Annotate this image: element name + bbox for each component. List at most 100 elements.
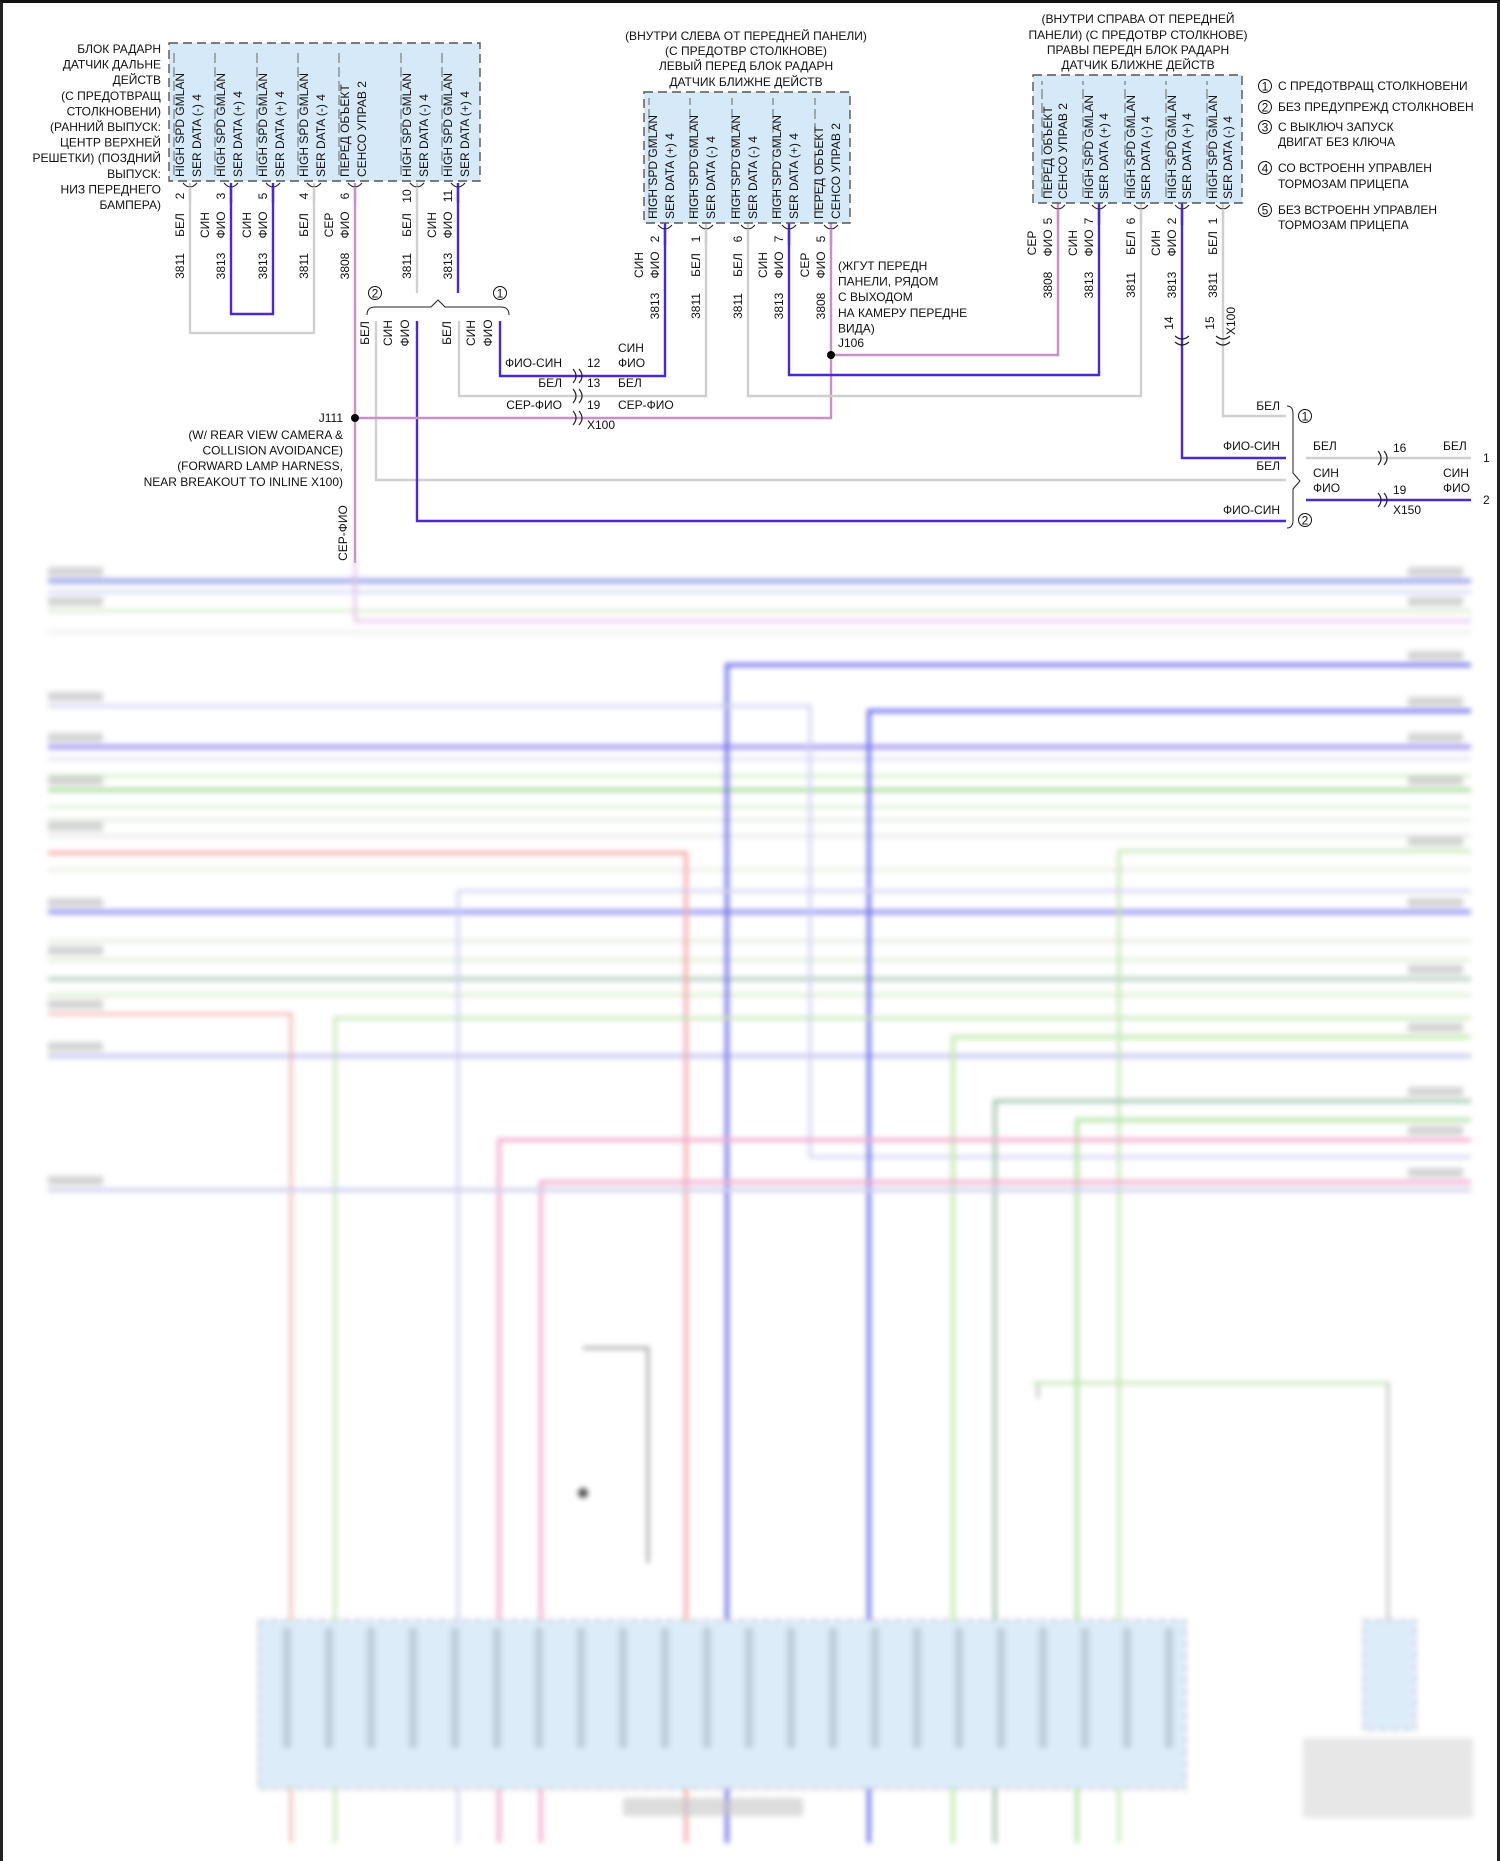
blurred-label	[955, 1628, 963, 1748]
circuit-number: 3811	[731, 293, 745, 319]
wire-color-label: ФИО-СИН	[1223, 503, 1280, 517]
connector-title: (ВНУТРИ СЛЕВА ОТ ПЕРЕДНЕЙ ПАНЕЛИ)	[625, 28, 867, 43]
blurred-label	[48, 692, 103, 701]
wire-color-label: СЕР	[322, 213, 336, 238]
pin-function: SER DATA (-) 4	[190, 94, 204, 177]
connector-title: НИЗ ПЕРЕДНЕГО	[61, 182, 161, 196]
pin-function: SER DATA (-) 4	[704, 136, 718, 219]
blurred-label	[48, 898, 103, 907]
legend-text: ТОРМОЗАМ ПРИЦЕПА	[1278, 177, 1409, 191]
wire-color-label: СИН	[240, 212, 254, 238]
blurred-label	[1408, 1087, 1463, 1096]
blurred-label	[48, 776, 103, 785]
pin-function: SER DATA (+) 4	[273, 91, 287, 177]
wire-color-label: СИН	[1313, 466, 1339, 480]
blurred-label	[48, 1000, 103, 1009]
wire-blurred	[456, 889, 1471, 1843]
wire-white-pin1-right	[1221, 203, 1286, 418]
blurred-label	[1408, 597, 1463, 606]
wire-white-pin6	[746, 203, 1143, 398]
pin-function: HIGH SPD GMLAN	[770, 115, 784, 219]
circuit-number: 3811	[689, 293, 703, 319]
option-brace-left	[366, 299, 510, 316]
blurred-label	[913, 1628, 921, 1748]
wire-color-label: ФИО	[1313, 481, 1340, 495]
wire-color-label: ФИО	[814, 251, 828, 278]
blurred-label	[1165, 1628, 1173, 1748]
wire-color-label: ФИО	[214, 211, 228, 238]
circuit-number: 3811	[1124, 272, 1138, 298]
circuit-number: 3813	[256, 252, 270, 279]
splice-description: ПАНЕЛИ, РЯДОМ	[838, 275, 938, 289]
splice-j106-dot	[827, 351, 835, 359]
circuit-number: 3813	[214, 252, 228, 279]
inline-connector-icon	[1377, 492, 1388, 508]
wire-blurred	[1036, 1381, 1390, 1620]
cavity-number: 12	[587, 356, 601, 370]
wire-blurred	[48, 1012, 293, 1843]
connector-title: (ВНУТРИ СПРАВА ОТ ПЕРЕДНЕЙ	[1041, 11, 1234, 26]
blurred-label	[1408, 898, 1463, 907]
wire-color-label: ФИО	[1443, 481, 1470, 495]
wire-color-label: СЕР-ФИО	[618, 398, 674, 412]
blurred-label	[997, 1628, 1005, 1748]
blurred-label	[493, 1628, 501, 1748]
inline-connector-icon	[572, 388, 583, 404]
pin-function: HIGH SPD GMLAN	[400, 73, 414, 177]
connector-title: СТОЛКНОВЕНИ)	[67, 104, 161, 118]
splice-j111-dot	[351, 414, 359, 422]
wire-color-label: БЕЛ	[400, 213, 414, 237]
connector-title: БАМПЕРА)	[100, 198, 161, 212]
wire-blurred	[583, 1346, 650, 1563]
wire-color-label: СИН	[1443, 466, 1469, 480]
connector-title: (С ПРЕДОТВРАЩ	[61, 89, 161, 103]
blurred-label	[661, 1628, 669, 1748]
option-circle-icon	[368, 286, 382, 300]
wire-color-label: СИН	[381, 320, 395, 346]
wire-blurred	[867, 709, 1471, 1843]
pin-number: 10	[400, 189, 414, 203]
cavity-number: 16	[1393, 441, 1407, 455]
blurred-label	[623, 1798, 803, 1816]
wire-color-label: БЕЛ	[297, 213, 311, 237]
wire-purple-pin2-right	[1180, 203, 1286, 460]
circuit-number: 3813	[1082, 271, 1096, 298]
splice-description: С ВЫХОДОМ	[838, 290, 913, 304]
blurred-label	[1408, 1168, 1463, 1177]
option-number: 1	[497, 287, 504, 301]
wire-color-label: ФИО	[1082, 229, 1096, 256]
pin-number: 6	[731, 235, 745, 242]
pin-function: HIGH SPD GMLAN	[256, 73, 270, 177]
pin-function: SER DATA (+) 4	[1180, 113, 1194, 199]
wire-color-label: БЕЛ	[440, 321, 454, 345]
blurred-label	[1408, 837, 1463, 846]
wire-color-label: ФИО	[618, 356, 645, 370]
pin-function: SER DATA (+) 4	[231, 91, 245, 177]
blurred-label	[787, 1628, 795, 1748]
cavity-number: 2	[1483, 493, 1490, 507]
inline-connector-icon	[572, 368, 583, 384]
inline-connector-icon	[1377, 450, 1388, 466]
connector-title: ПРАВЫ ПЕРЕДН БЛОК РАДАРН	[1047, 43, 1229, 57]
pin-function: HIGH SPD GMLAN	[1206, 95, 1220, 199]
module-connector-blurred	[257, 1619, 1187, 1790]
wire-3811-loop	[188, 183, 316, 335]
wire-blurred	[48, 851, 688, 1843]
pin-number: 2	[1165, 217, 1179, 224]
pin-number: 5	[256, 192, 270, 199]
connector-title: ЦЕНТР ВЕРХНЕЙ	[60, 135, 161, 150]
wire-color-label: БЕЛ	[173, 213, 187, 237]
blurred-label	[745, 1628, 753, 1748]
pin-number: 5	[814, 235, 828, 242]
wire-blurred	[48, 704, 1471, 1159]
wire-color-label: БЕЛ	[1443, 439, 1467, 453]
legend-number: 3	[1258, 120, 1272, 135]
inline-connector-name: X100	[1224, 307, 1238, 335]
inline-connector-icon	[1215, 335, 1231, 346]
wire-color-label: СЕР-ФИО	[506, 398, 562, 412]
option-circle-icon	[1298, 409, 1312, 423]
wire-blurred	[725, 663, 1471, 1843]
option-number: 4	[1262, 162, 1269, 176]
pin-function: HIGH SPD GMLAN	[214, 73, 228, 177]
